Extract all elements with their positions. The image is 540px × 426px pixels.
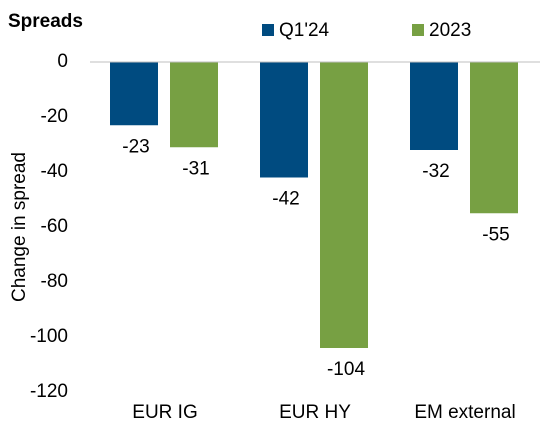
x-tick-label: EUR IG	[132, 402, 197, 423]
y-tick-label: -120	[30, 381, 68, 402]
data-label: -42	[272, 189, 299, 210]
bar	[320, 62, 368, 348]
data-label: -55	[482, 224, 509, 245]
y-tick-label: -100	[30, 326, 68, 347]
legend-label: 2023	[429, 20, 471, 41]
data-label: -32	[422, 161, 449, 182]
bar	[410, 62, 458, 150]
y-tick-label: -80	[41, 271, 68, 292]
y-tick-label: 0	[57, 51, 68, 72]
legend-swatch	[262, 24, 274, 36]
data-label: -104	[327, 359, 365, 380]
bar	[260, 62, 308, 178]
bar	[470, 62, 518, 214]
y-tick-label: -20	[41, 106, 68, 127]
y-axis-label: Change in spread	[9, 152, 30, 302]
x-tick-label: EUR HY	[279, 402, 351, 423]
chart-title: Spreads	[8, 11, 83, 32]
x-tick-label: EM external	[414, 402, 515, 423]
data-label: -31	[182, 158, 209, 179]
y-tick-label: -60	[41, 216, 68, 237]
legend-label: Q1'24	[279, 20, 330, 41]
y-tick-label: -40	[41, 161, 68, 182]
legend-swatch	[412, 24, 424, 36]
data-label: -23	[122, 136, 149, 157]
bar	[110, 62, 158, 126]
bar	[170, 62, 218, 148]
